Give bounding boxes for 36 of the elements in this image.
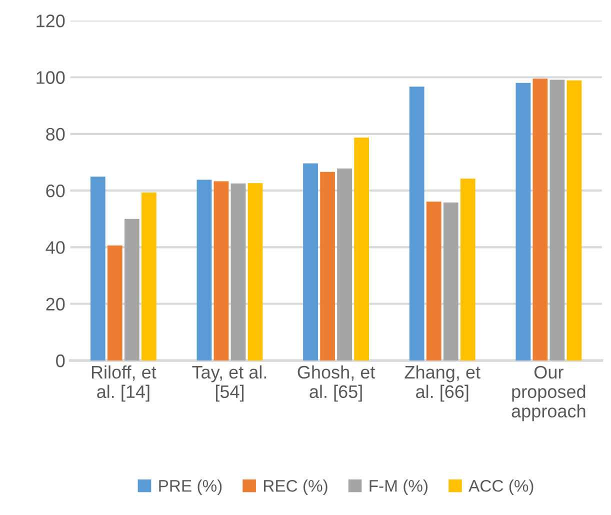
bar: [214, 181, 229, 360]
bar: [550, 80, 565, 360]
bar: [230, 183, 246, 360]
y-tick-label: 120: [36, 14, 65, 28]
bar: [320, 172, 335, 360]
bar: [443, 202, 458, 360]
bar: [532, 78, 548, 360]
bar: [566, 80, 582, 360]
bar: [124, 218, 140, 360]
x-tick-label: Ghosh, et al. [65]: [298, 365, 376, 402]
legend-label: PRE (%): [159, 480, 222, 496]
y-tick-label: 100: [36, 71, 65, 84]
y-tick-label: 0: [56, 354, 65, 368]
legend-label: REC (%): [264, 480, 328, 496]
y-tick-label: 60: [46, 184, 65, 198]
x-tick-label: Our proposed approach: [512, 366, 586, 422]
bar: [409, 86, 424, 360]
bar: [354, 138, 370, 360]
bar: [90, 176, 106, 360]
bar: [107, 246, 122, 360]
bar: [303, 163, 318, 360]
bar: [196, 180, 212, 360]
y-tick-label: 80: [46, 128, 65, 141]
bar: [337, 168, 352, 360]
x-tick-label: Zhang, et al. [66]: [404, 365, 480, 402]
y-tick-label: 40: [46, 241, 65, 254]
x-tick-label: Riloff, et al. [14]: [92, 365, 156, 402]
bar: [426, 202, 442, 360]
legend-label: ACC (%): [468, 480, 534, 496]
legend-label: F-M (%): [370, 480, 428, 496]
x-tick-label: Tay, et al. [54]: [192, 365, 266, 402]
y-tick-label: 20: [46, 298, 65, 311]
bar: [141, 192, 156, 360]
bar: [516, 82, 531, 360]
bar: [460, 178, 476, 360]
bar: [248, 183, 263, 360]
